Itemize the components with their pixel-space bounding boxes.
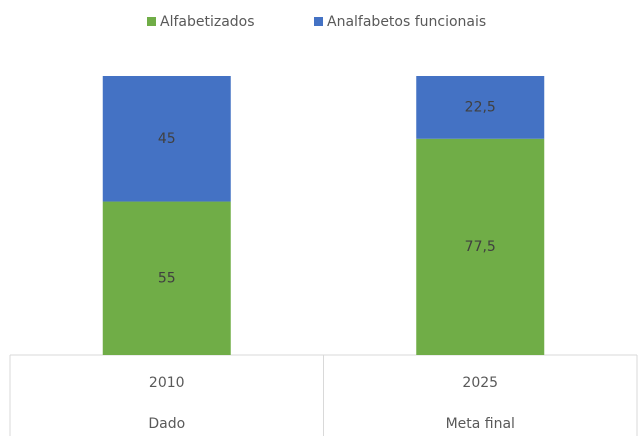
legend-swatch [314,17,323,26]
legend-label: Alfabetizados [160,14,255,30]
x-tick-label: 2025 [462,375,498,391]
x-group-label: Dado [148,416,185,432]
x-group-label: Meta final [446,416,515,432]
data-label: 77,5 [465,239,496,255]
data-label: 45 [158,131,176,147]
bar-segment [416,138,545,355]
bar-segment [416,76,545,139]
legend-label: Analfabetos funcionais [327,14,486,30]
bar-segment [102,76,231,202]
data-label: 55 [158,270,176,286]
legend-swatch [147,17,156,26]
data-label: 22,5 [465,99,496,115]
bar-segment [102,201,231,355]
x-tick-label: 2010 [149,375,185,391]
